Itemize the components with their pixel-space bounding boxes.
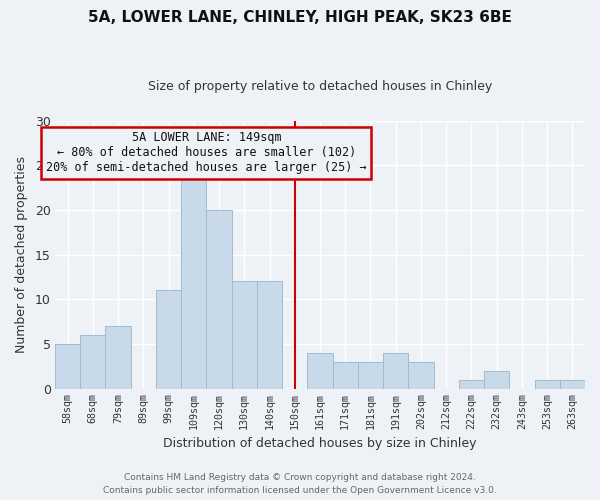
Y-axis label: Number of detached properties: Number of detached properties bbox=[15, 156, 28, 353]
Bar bbox=[409, 362, 434, 388]
Bar bbox=[257, 282, 282, 389]
Text: Contains HM Land Registry data © Crown copyright and database right 2024.
Contai: Contains HM Land Registry data © Crown c… bbox=[103, 474, 497, 495]
Bar bbox=[459, 380, 484, 388]
Bar bbox=[484, 370, 509, 388]
Bar bbox=[307, 353, 332, 388]
Bar bbox=[332, 362, 358, 388]
Bar bbox=[181, 165, 206, 388]
Bar bbox=[535, 380, 560, 388]
Bar bbox=[156, 290, 181, 388]
Bar bbox=[232, 282, 257, 389]
Bar bbox=[358, 362, 383, 388]
Text: 5A LOWER LANE: 149sqm
← 80% of detached houses are smaller (102)
20% of semi-det: 5A LOWER LANE: 149sqm ← 80% of detached … bbox=[46, 132, 367, 174]
X-axis label: Distribution of detached houses by size in Chinley: Distribution of detached houses by size … bbox=[163, 437, 477, 450]
Bar bbox=[55, 344, 80, 389]
Bar bbox=[383, 353, 409, 388]
Bar bbox=[106, 326, 131, 388]
Text: 5A, LOWER LANE, CHINLEY, HIGH PEAK, SK23 6BE: 5A, LOWER LANE, CHINLEY, HIGH PEAK, SK23… bbox=[88, 10, 512, 25]
Bar bbox=[206, 210, 232, 388]
Bar bbox=[560, 380, 585, 388]
Title: Size of property relative to detached houses in Chinley: Size of property relative to detached ho… bbox=[148, 80, 492, 93]
Bar bbox=[80, 335, 106, 388]
